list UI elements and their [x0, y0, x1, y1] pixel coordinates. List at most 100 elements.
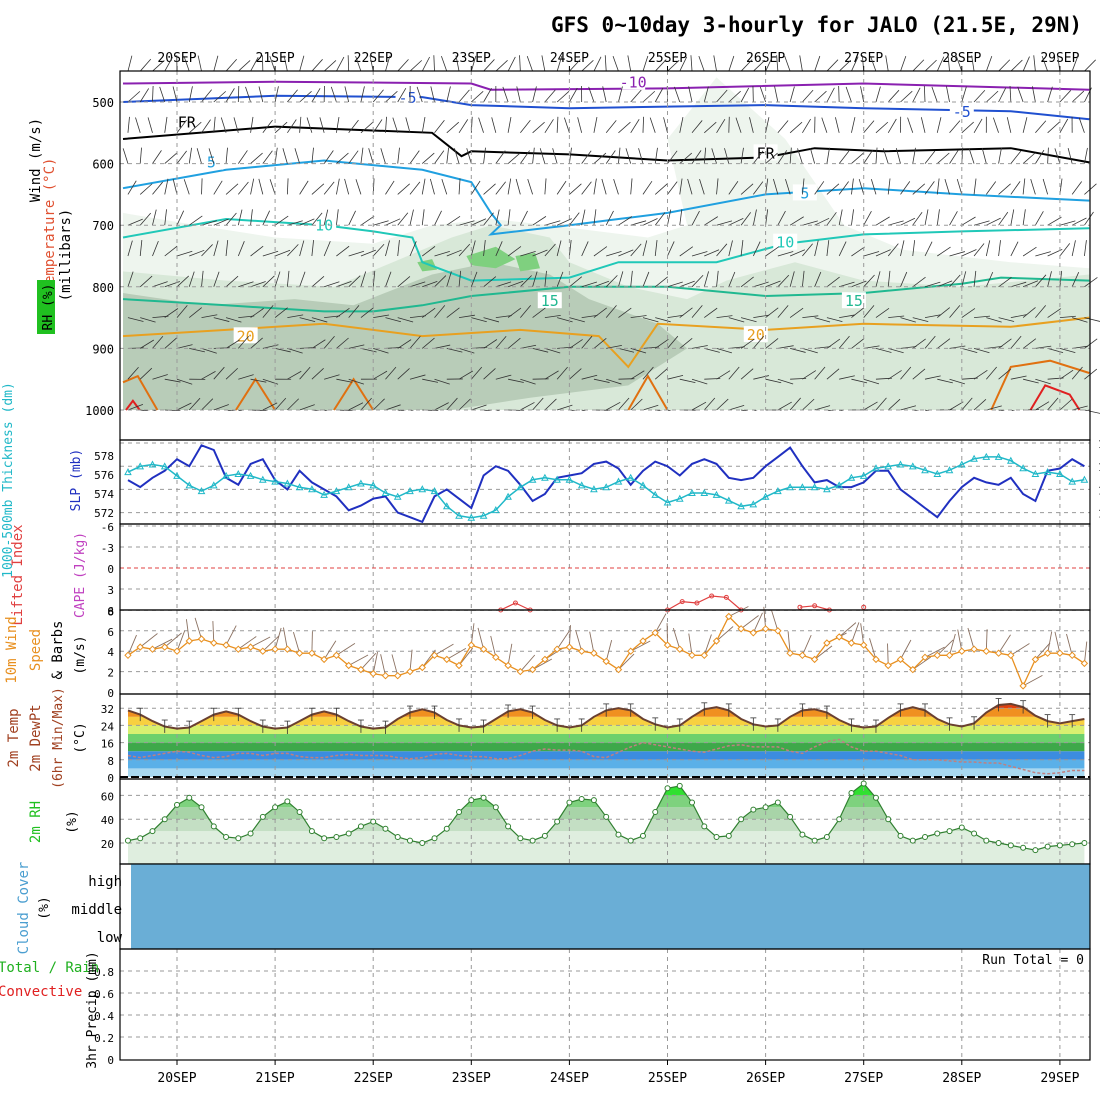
isotherm-minus10	[122, 80, 1090, 91]
rh2m-marker	[1007, 842, 1014, 849]
wind-barb	[164, 152, 178, 164]
isotherm-25	[990, 359, 1090, 411]
wind-barb	[1067, 148, 1073, 164]
wind-barb	[1084, 59, 1096, 72]
wind-barb	[237, 150, 248, 164]
wind-barb	[728, 218, 744, 226]
rh2m-marker	[738, 816, 745, 823]
wind-barb	[851, 246, 865, 257]
contour-label-15-bg	[537, 292, 562, 309]
wind10-barb	[1083, 641, 1088, 664]
thickness-marker	[234, 469, 243, 477]
wind-barb	[654, 212, 666, 226]
wind-barb	[1035, 378, 1051, 385]
wind-barb	[851, 117, 856, 133]
wind-barb	[176, 210, 185, 226]
wind-barb	[887, 89, 900, 103]
wind-barb	[176, 250, 193, 257]
wind-barb	[495, 181, 506, 195]
wind-barb	[973, 178, 977, 195]
wind-barb	[152, 281, 168, 288]
wind-barb	[753, 375, 770, 380]
wind-barb	[189, 307, 202, 318]
wind-barb	[961, 348, 978, 353]
wind-barb	[569, 276, 583, 288]
rh2m-marker	[713, 834, 720, 841]
wind-barb	[924, 314, 941, 318]
wind-barb	[369, 55, 374, 72]
thickness-marker	[283, 479, 292, 487]
wind10-marker	[614, 665, 623, 674]
wind10-marker	[676, 645, 684, 653]
thickness-marker	[798, 483, 807, 491]
wind10-barb	[380, 654, 386, 676]
wind-barb	[900, 181, 911, 195]
wind-barb	[262, 402, 278, 411]
wind-barb	[593, 209, 597, 226]
temp-tick-label: 24	[101, 720, 115, 733]
wind10-marker	[308, 649, 316, 657]
bottom-date-label: 26SEP	[746, 1071, 785, 1086]
thickness-marker	[271, 477, 279, 485]
rh2m-marker	[701, 823, 708, 830]
wind-barb	[188, 86, 193, 103]
wind-barb	[863, 150, 873, 164]
wind10-marker	[455, 661, 463, 670]
wind-barb	[875, 308, 890, 318]
wind-barb	[470, 55, 477, 72]
wind-barb	[409, 281, 426, 288]
wind-barb	[1010, 281, 1027, 288]
wind-barb	[385, 180, 395, 195]
wind-barb	[1084, 240, 1087, 257]
rh2m-marker	[406, 837, 413, 844]
wind-barb	[539, 148, 546, 164]
wind-barb	[777, 120, 789, 134]
ylabel-wind: Wind (m/s)	[28, 118, 44, 202]
wind10-marker	[982, 647, 991, 655]
wind-barb	[949, 401, 964, 411]
wind-barb	[630, 119, 640, 134]
wind-barb	[311, 212, 323, 226]
wind-barb	[924, 375, 941, 380]
wind-barb	[1078, 117, 1085, 133]
wind-barb	[1071, 272, 1080, 287]
wind10-barb	[1022, 674, 1043, 687]
wind10-marker	[234, 645, 243, 653]
wind-barb	[1059, 243, 1071, 257]
wind-barb	[250, 281, 266, 288]
wind-barb	[147, 117, 153, 133]
wind10-barb	[520, 654, 536, 672]
wind-barb	[838, 181, 849, 195]
wind-barb	[238, 374, 254, 380]
wind-barb	[454, 148, 460, 164]
wind-barb	[642, 366, 654, 380]
bottom-date-label: 22SEP	[354, 1071, 393, 1086]
wind-barb	[483, 183, 496, 195]
wind-barb	[931, 86, 938, 103]
rh2m-marker	[186, 794, 193, 801]
wind-barb	[520, 120, 531, 134]
wind-barb	[348, 344, 365, 349]
wind-barb	[213, 240, 219, 257]
wind10-marker	[1031, 655, 1040, 664]
wind-barb	[385, 240, 390, 257]
wind10-marker	[565, 643, 574, 651]
wind-barb	[470, 180, 481, 195]
wind-barb	[344, 178, 350, 195]
wind-barb	[483, 212, 494, 226]
wind10-marker	[761, 625, 770, 633]
wind-barb	[789, 249, 805, 257]
wind-barb	[851, 378, 868, 384]
wind-barb	[409, 60, 423, 72]
wind-barb	[1059, 399, 1073, 411]
wind-barb	[955, 56, 963, 72]
wind-barb	[679, 209, 683, 226]
wind-barb	[655, 338, 669, 349]
wind-barb	[986, 181, 997, 195]
wind10-barb	[924, 646, 945, 658]
wind10-marker	[1043, 649, 1052, 657]
wind-barb	[348, 250, 365, 257]
wind-barb	[907, 117, 914, 133]
wind-barb	[283, 55, 288, 72]
wind10-marker	[246, 643, 255, 651]
